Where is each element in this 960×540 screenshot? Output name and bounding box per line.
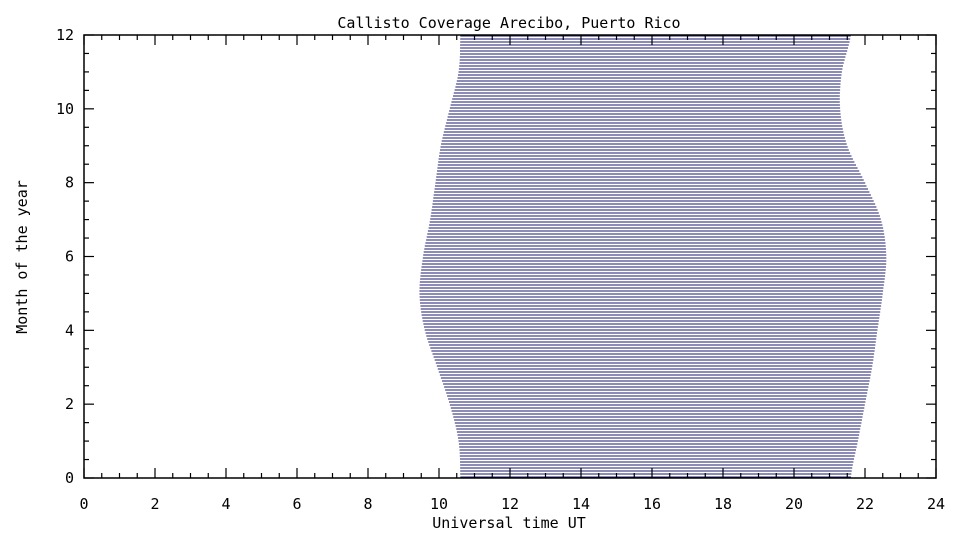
x-tick-label: 18 — [714, 495, 732, 513]
y-tick-label: 12 — [56, 26, 74, 44]
y-tick-label: 10 — [56, 100, 74, 118]
y-axis-label: Month of the year — [13, 180, 31, 334]
axes — [83, 34, 937, 479]
x-tick-label: 24 — [927, 495, 945, 513]
x-tick-label: 8 — [363, 495, 372, 513]
y-tick-label: 8 — [65, 174, 74, 192]
ticks — [83, 34, 937, 479]
plot-frame — [83, 34, 937, 479]
x-tick-label: 6 — [292, 495, 301, 513]
x-tick-label: 22 — [856, 495, 874, 513]
y-tick-label: 2 — [65, 395, 74, 413]
y-tick-label: 0 — [65, 469, 74, 487]
x-tick-label: 20 — [785, 495, 803, 513]
x-tick-label: 0 — [79, 495, 88, 513]
chart-title: Callisto Coverage Arecibo, Puerto Rico — [337, 14, 680, 32]
x-tick-label: 16 — [643, 495, 661, 513]
x-axis-label: Universal time UT — [432, 514, 586, 532]
x-tick-label: 12 — [501, 495, 519, 513]
x-tick-label: 10 — [430, 495, 448, 513]
x-tick-label: 4 — [221, 495, 230, 513]
x-tick-label: 14 — [572, 495, 590, 513]
y-tick-label: 6 — [65, 248, 74, 266]
x-tick-label: 2 — [150, 495, 159, 513]
y-tick-label: 4 — [65, 321, 74, 339]
coverage-band — [419, 35, 887, 478]
